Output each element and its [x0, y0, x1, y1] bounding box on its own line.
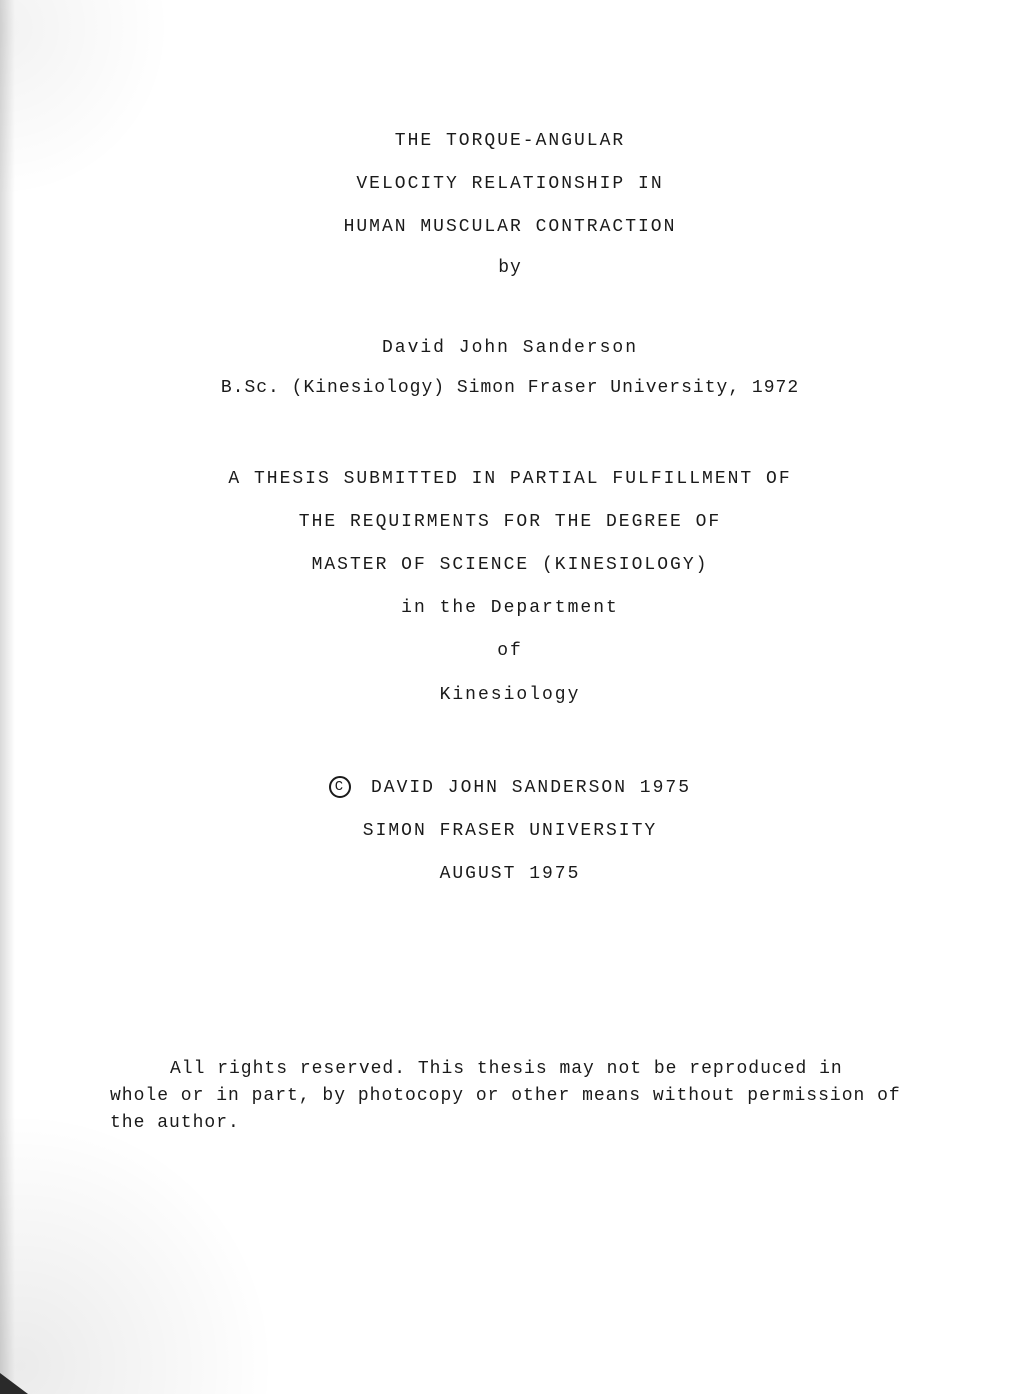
rights-text: All rights reserved. This thesis may not…	[110, 1056, 910, 1137]
author-prior-degree: B.Sc. (Kinesiology) Simon Fraser Univers…	[100, 378, 920, 398]
by-line: by	[100, 258, 920, 278]
thesis-line-4: in the Department	[100, 587, 920, 630]
author-block: David John Sanderson B.Sc. (Kinesiology)…	[100, 338, 920, 398]
title-block: THE TORQUE-ANGULAR VELOCITY RELATIONSHIP…	[100, 120, 920, 278]
author-name: David John Sanderson	[100, 338, 920, 358]
rights-reserved-block: All rights reserved. This thesis may not…	[100, 1056, 920, 1137]
date-line: AUGUST 1975	[100, 853, 920, 896]
copyright-icon: C	[329, 776, 351, 798]
thesis-line-6: Kinesiology	[100, 674, 920, 717]
copyright-holder: DAVID JOHN SANDERSON 1975	[371, 778, 691, 798]
scan-corner-artifact	[0, 1364, 40, 1394]
copyright-holder-line: C DAVID JOHN SANDERSON 1975	[100, 767, 920, 810]
thesis-line-2: THE REQUIRMENTS FOR THE DEGREE OF	[100, 501, 920, 544]
thesis-title-page: THE TORQUE-ANGULAR VELOCITY RELATIONSHIP…	[0, 0, 1020, 1394]
title-line-1: THE TORQUE-ANGULAR	[100, 120, 920, 163]
copyright-block: C DAVID JOHN SANDERSON 1975 SIMON FRASER …	[100, 767, 920, 897]
title-line-3: HUMAN MUSCULAR CONTRACTION	[100, 206, 920, 249]
title-line-2: VELOCITY RELATIONSHIP IN	[100, 163, 920, 206]
thesis-statement-block: A THESIS SUBMITTED IN PARTIAL FULFILLMEN…	[100, 458, 920, 717]
thesis-line-3: MASTER OF SCIENCE (KINESIOLOGY)	[100, 544, 920, 587]
thesis-line-1: A THESIS SUBMITTED IN PARTIAL FULFILLMEN…	[100, 458, 920, 501]
thesis-line-5: of	[100, 630, 920, 673]
scan-edge-shadow	[0, 0, 15, 1394]
institution-line: SIMON FRASER UNIVERSITY	[100, 810, 920, 853]
